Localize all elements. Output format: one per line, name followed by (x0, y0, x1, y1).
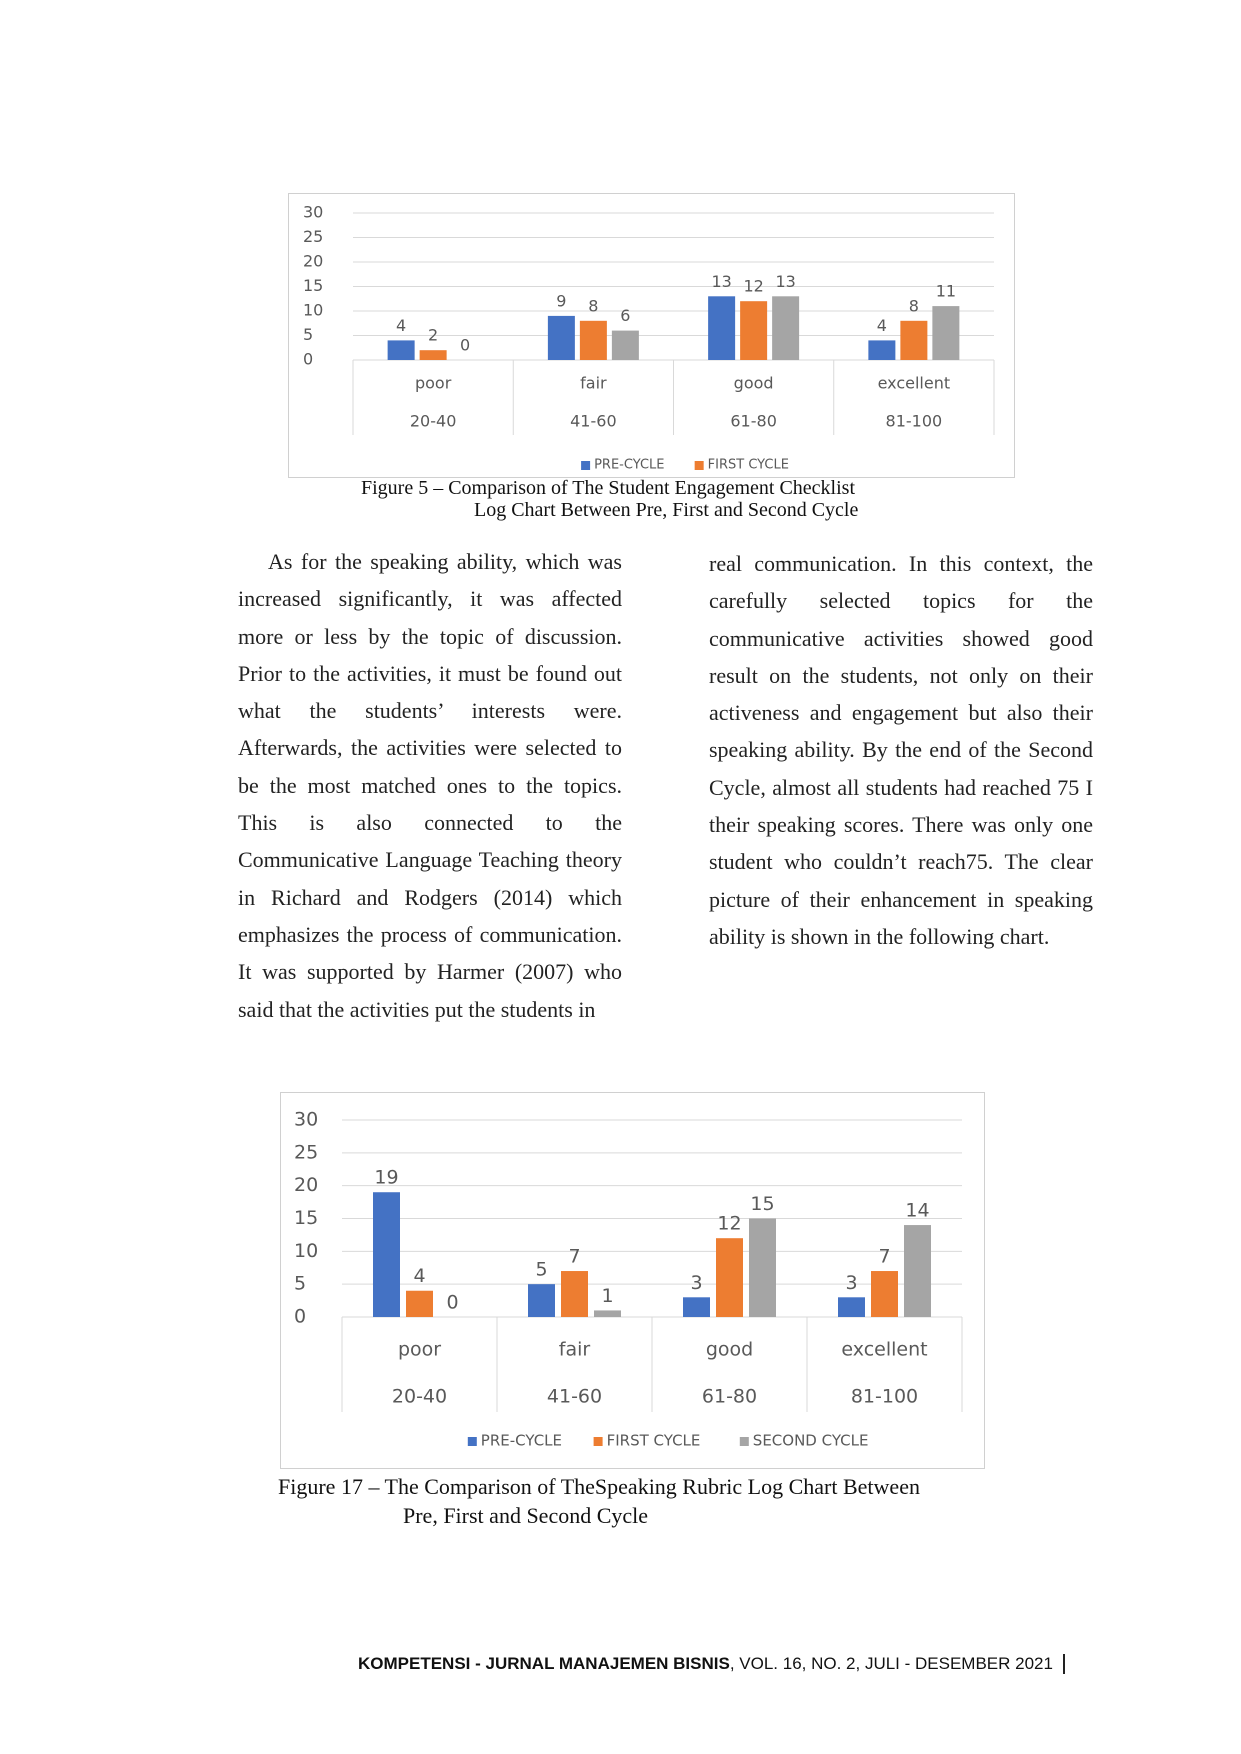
bar (900, 320, 928, 360)
x-tick-label: 61-80 (730, 412, 777, 431)
y-tick-label: 25 (294, 1141, 318, 1163)
bar (528, 1284, 555, 1317)
x-tick-label: 61-80 (702, 1386, 757, 1408)
y-tick-label: 20 (303, 252, 323, 271)
data-label: 3 (690, 1272, 702, 1294)
data-label: 4 (396, 316, 406, 335)
x-tick-label: poor (415, 374, 452, 393)
bar (547, 315, 575, 360)
y-tick-label: 20 (294, 1174, 318, 1196)
paragraph: real communication. In this context, the… (709, 551, 1093, 949)
data-label: 1 (601, 1285, 613, 1307)
y-tick-label: 0 (303, 350, 313, 369)
legend-label: FIRST CYCLE (708, 458, 789, 473)
caption: Figure 5 – Comparison of The Student Eng… (361, 477, 856, 499)
data-label: 4 (413, 1265, 425, 1287)
x-tick-label: fair (580, 374, 607, 393)
bar (740, 301, 768, 360)
bar (406, 1290, 433, 1317)
legend-swatch (467, 1437, 477, 1446)
x-tick-label: 41-60 (547, 1386, 602, 1408)
bar (932, 306, 960, 360)
bar (594, 1310, 621, 1317)
bar (579, 320, 607, 360)
bar (419, 350, 447, 360)
bar (373, 1192, 400, 1317)
chart: 051015202530poor20-401940fair41-60571goo… (280, 1092, 985, 1469)
data-label: 13 (711, 272, 731, 291)
y-tick-label: 5 (294, 1273, 306, 1295)
x-tick-label: 41-60 (570, 412, 617, 431)
data-label: 0 (460, 336, 470, 355)
x-tick-label: good (734, 374, 774, 393)
data-label: 8 (909, 296, 919, 315)
data-label: 12 (717, 1213, 741, 1235)
caption: Pre, First and Second Cycle (403, 1503, 649, 1528)
bar (716, 1238, 743, 1317)
data-label: 9 (556, 291, 566, 310)
journal-name: KOMPETENSI - JURNAL MANAJEMEN BISNIS (358, 1654, 730, 1673)
data-label: 14 (905, 1200, 929, 1222)
y-tick-label: 0 (294, 1306, 306, 1328)
legend-swatch (739, 1437, 749, 1446)
x-tick-label: poor (398, 1339, 441, 1361)
y-tick-label: 15 (294, 1207, 318, 1229)
bar (683, 1297, 710, 1317)
caption: Log Chart Between Pre, First and Second … (474, 499, 859, 521)
y-tick-label: 15 (303, 276, 323, 295)
legend-label: FIRST CYCLE (607, 1432, 701, 1450)
data-label: 19 (374, 1167, 398, 1189)
y-tick-label: 5 (303, 325, 313, 344)
x-tick-label: excellent (878, 374, 951, 393)
x-tick-label: good (706, 1339, 753, 1361)
data-label: 0 (446, 1292, 458, 1314)
legend-label: PRE-CYCLE (594, 458, 664, 473)
bar (904, 1225, 931, 1317)
y-tick-label: 10 (294, 1240, 318, 1262)
x-tick-label: 81-100 (851, 1386, 918, 1408)
y-tick-label: 30 (303, 203, 323, 222)
legend-swatch (581, 461, 591, 470)
data-label: 3 (845, 1272, 857, 1294)
data-label: 7 (568, 1246, 580, 1268)
legend-label: PRE-CYCLE (481, 1432, 562, 1450)
paragraph: As for the speaking ability, which was i… (238, 549, 622, 1022)
data-label: 12 (743, 277, 763, 296)
data-label: 8 (588, 296, 598, 315)
x-tick-label: 81-100 (886, 412, 943, 431)
footer: KOMPETENSI - JURNAL MANAJEMEN BISNIS, VO… (358, 1654, 1065, 1674)
bar (611, 330, 639, 360)
y-tick-label: 30 (294, 1109, 318, 1131)
legend-label: SECOND CYCLE (753, 1432, 869, 1450)
x-tick-label: 20-40 (392, 1386, 447, 1408)
x-tick-label: excellent (841, 1339, 927, 1361)
bar (868, 340, 896, 360)
bar (772, 296, 800, 360)
bar (561, 1271, 588, 1317)
data-label: 4 (877, 316, 887, 335)
data-label: 7 (878, 1246, 890, 1268)
data-label: 11 (936, 282, 956, 301)
bar (871, 1271, 898, 1317)
y-tick-label: 25 (303, 227, 323, 246)
legend-swatch (694, 461, 704, 470)
bar (749, 1218, 776, 1317)
x-tick-label: fair (559, 1339, 591, 1361)
data-label: 2 (428, 326, 438, 345)
y-tick-label: 10 (303, 301, 323, 320)
data-label: 13 (775, 272, 795, 291)
data-label: 15 (750, 1193, 774, 1215)
bar (838, 1297, 865, 1317)
x-tick-label: 20-40 (410, 412, 457, 431)
bar (387, 340, 415, 360)
caption: Figure 17 – The Comparison of TheSpeakin… (278, 1474, 920, 1499)
issue: , VOL. 16, NO. 2, JULI - DESEMBER 2021 (729, 1654, 1053, 1673)
data-label: 5 (535, 1259, 547, 1281)
legend-swatch (593, 1437, 603, 1446)
data-label: 6 (620, 306, 630, 325)
bar (708, 296, 736, 360)
